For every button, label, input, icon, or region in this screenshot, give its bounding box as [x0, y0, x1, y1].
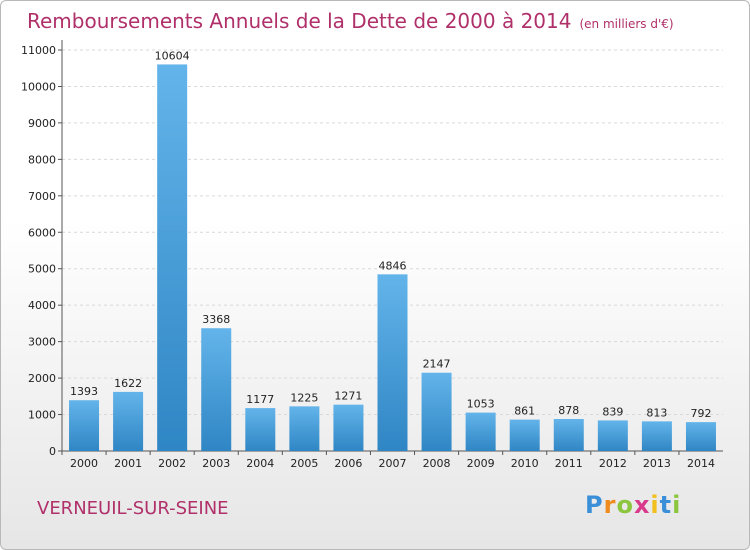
- x-tick-label: 2012: [599, 457, 627, 470]
- bar-2010: [509, 419, 540, 451]
- x-tick-label: 2001: [114, 457, 142, 470]
- data-label: 878: [558, 404, 579, 417]
- city-name: VERNEUIL-SUR-SEINE: [37, 498, 229, 519]
- logo-letter: P: [585, 491, 604, 519]
- data-label: 792: [690, 407, 711, 420]
- x-tick-label: 2004: [246, 457, 274, 470]
- y-tick-label: 8000: [28, 153, 56, 166]
- data-label: 1622: [114, 377, 142, 390]
- bar-2001: [113, 391, 144, 451]
- data-label: 1177: [246, 393, 274, 406]
- bar-2002: [157, 64, 188, 451]
- x-tick-label: 2011: [555, 457, 583, 470]
- logo-letter: t: [659, 491, 673, 519]
- data-label: 839: [602, 405, 623, 418]
- bar-2006: [333, 404, 364, 451]
- y-tick-label: 2000: [28, 372, 56, 385]
- proxiti-logo: Proxiti: [585, 491, 681, 519]
- bar-2004: [245, 408, 276, 451]
- y-tick-label: 7000: [28, 190, 56, 203]
- bar-2012: [597, 420, 628, 451]
- bar-2013: [641, 421, 672, 451]
- y-tick-label: 1000: [28, 409, 56, 422]
- data-label: 3368: [202, 313, 230, 326]
- x-tick-label: 2005: [290, 457, 318, 470]
- bar-2005: [289, 406, 320, 451]
- y-tick-label: 0: [49, 445, 56, 458]
- y-tick-label: 6000: [28, 226, 56, 239]
- x-tick-label: 2014: [687, 457, 715, 470]
- bar-2003: [201, 328, 232, 451]
- bar-2011: [553, 418, 584, 451]
- bars: [69, 64, 716, 451]
- x-tick-label: 2006: [334, 457, 362, 470]
- bar-2007: [377, 274, 408, 451]
- x-tick-label: 2003: [202, 457, 230, 470]
- y-tick-label: 5000: [28, 263, 56, 276]
- x-tick-label: 2013: [643, 457, 671, 470]
- logo-letter: x: [633, 491, 651, 519]
- logo-letter: r: [603, 491, 617, 519]
- data-label: 1393: [70, 385, 98, 398]
- y-tick-label: 9000: [28, 117, 56, 130]
- data-label: 4846: [379, 259, 407, 272]
- y-tick-label: 11000: [21, 44, 56, 57]
- chart-title: Remboursements Annuels de la Dette de 20…: [27, 9, 674, 33]
- axes: 0 1000 2000 3000 4000 5000 6000 7000 8000 9000 100…: [21, 40, 723, 470]
- bar-2008: [421, 372, 452, 451]
- data-label: 2147: [423, 358, 451, 371]
- data-label: 813: [646, 406, 667, 419]
- y-tick-label: 4000: [28, 299, 56, 312]
- bar-2014: [685, 422, 716, 451]
- bar-2000: [69, 400, 100, 451]
- chart-title-text: Remboursements Annuels de la Dette de 20…: [27, 9, 572, 33]
- y-tick-label: 10000: [21, 80, 56, 93]
- data-labels: 1393 1622 10604 3368 1177 1225 1271 4846 2147 105…: [70, 49, 711, 420]
- unit-note: (en milliers d'€): [579, 17, 674, 31]
- x-tick-label: 2000: [70, 457, 98, 470]
- x-tick-label: 2007: [379, 457, 407, 470]
- x-tick-label: 2002: [158, 457, 186, 470]
- bar-2009: [465, 412, 496, 451]
- data-label: 1225: [290, 391, 318, 404]
- data-label: 1053: [467, 398, 495, 411]
- data-label: 861: [514, 405, 535, 418]
- x-tick-label: 2010: [511, 457, 539, 470]
- y-tick-label: 3000: [28, 336, 56, 349]
- logo-letter: o: [616, 491, 634, 519]
- x-tick-label: 2009: [467, 457, 495, 470]
- data-label: 10604: [155, 49, 190, 62]
- x-tick-label: 2008: [423, 457, 451, 470]
- data-label: 1271: [334, 390, 362, 403]
- logo-letter: i: [672, 491, 682, 519]
- logo-letter: i: [650, 491, 660, 519]
